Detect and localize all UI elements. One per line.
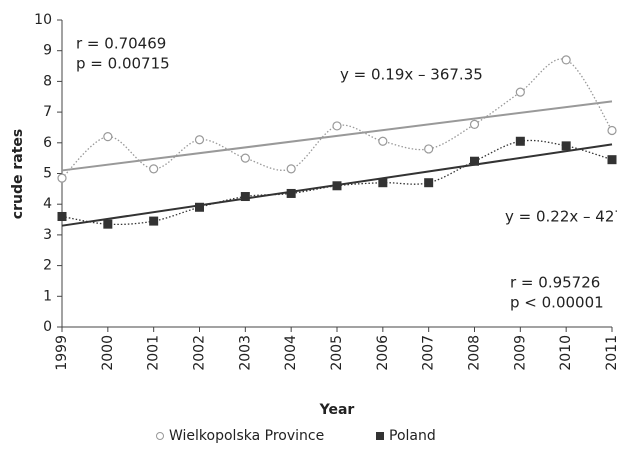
marker — [607, 155, 617, 165]
x-tick-label: 2003 — [237, 335, 253, 371]
x-tick-label: 1999 — [54, 335, 70, 371]
marker — [195, 202, 204, 212]
y-tick-label: 8 — [43, 73, 52, 89]
trend-line — [61, 100, 613, 172]
marker — [286, 164, 296, 174]
marker — [561, 141, 571, 151]
marker — [424, 178, 434, 188]
marker — [240, 192, 250, 202]
marker — [332, 121, 342, 131]
marker — [515, 87, 525, 97]
marker — [470, 156, 479, 166]
y-tick-label: 3 — [43, 227, 52, 243]
y-tick-label: 9 — [43, 43, 52, 59]
x-tick-label: 2009 — [512, 335, 528, 371]
y-tick-label: 1 — [43, 288, 52, 304]
x-tick-label: 2001 — [146, 335, 162, 371]
marker — [424, 144, 434, 154]
x-tick-label: 2005 — [329, 335, 345, 371]
y-tick-label: 0 — [43, 319, 52, 335]
y-tick-label: 6 — [43, 135, 52, 151]
marker — [286, 188, 296, 198]
legend-marker — [156, 432, 164, 440]
y-tick-label: 5 — [43, 166, 52, 182]
y-tick-label: 7 — [43, 104, 52, 120]
x-tick-label: 2007 — [421, 335, 437, 371]
annotation: y = 0.22x – 427.65 — [505, 208, 617, 226]
marker — [103, 219, 113, 229]
x-tick-label: 2011 — [604, 335, 617, 371]
x-tick-label: 2008 — [467, 335, 483, 371]
legend-marker — [376, 432, 384, 440]
marker — [607, 125, 617, 136]
marker — [57, 211, 67, 221]
y-axis-title: crude rates — [10, 129, 26, 219]
y-tick-label: 2 — [43, 258, 52, 274]
marker — [378, 136, 388, 146]
annotation: y = 0.19x – 367.35 — [340, 66, 483, 84]
y-tick-label: 10 — [34, 12, 52, 28]
marker — [149, 164, 159, 174]
marker — [149, 216, 159, 226]
marker — [515, 136, 525, 146]
marker — [240, 153, 250, 163]
x-tick-label: 2006 — [375, 335, 391, 371]
marker — [561, 55, 571, 65]
marker — [194, 135, 205, 145]
x-tick-label: 2002 — [192, 335, 208, 371]
annotation: p = 0.00715 — [76, 55, 170, 73]
marker — [332, 181, 342, 191]
marker — [57, 173, 67, 183]
marker — [378, 178, 388, 188]
x-axis-title: Year — [319, 402, 355, 418]
x-tick-label: 2010 — [558, 335, 574, 371]
legend-label: Poland — [389, 428, 436, 444]
y-tick-label: 4 — [43, 196, 52, 212]
marker — [469, 119, 480, 129]
annotation: r = 0.95726 — [510, 274, 600, 292]
legend-label: Wielkopolska Province — [169, 428, 324, 444]
annotation: p < 0.00001 — [510, 294, 604, 312]
annotation: r = 0.70469 — [76, 35, 166, 53]
x-tick-label: 2004 — [283, 335, 299, 371]
x-tick-label: 2000 — [100, 335, 116, 371]
marker — [103, 132, 113, 142]
